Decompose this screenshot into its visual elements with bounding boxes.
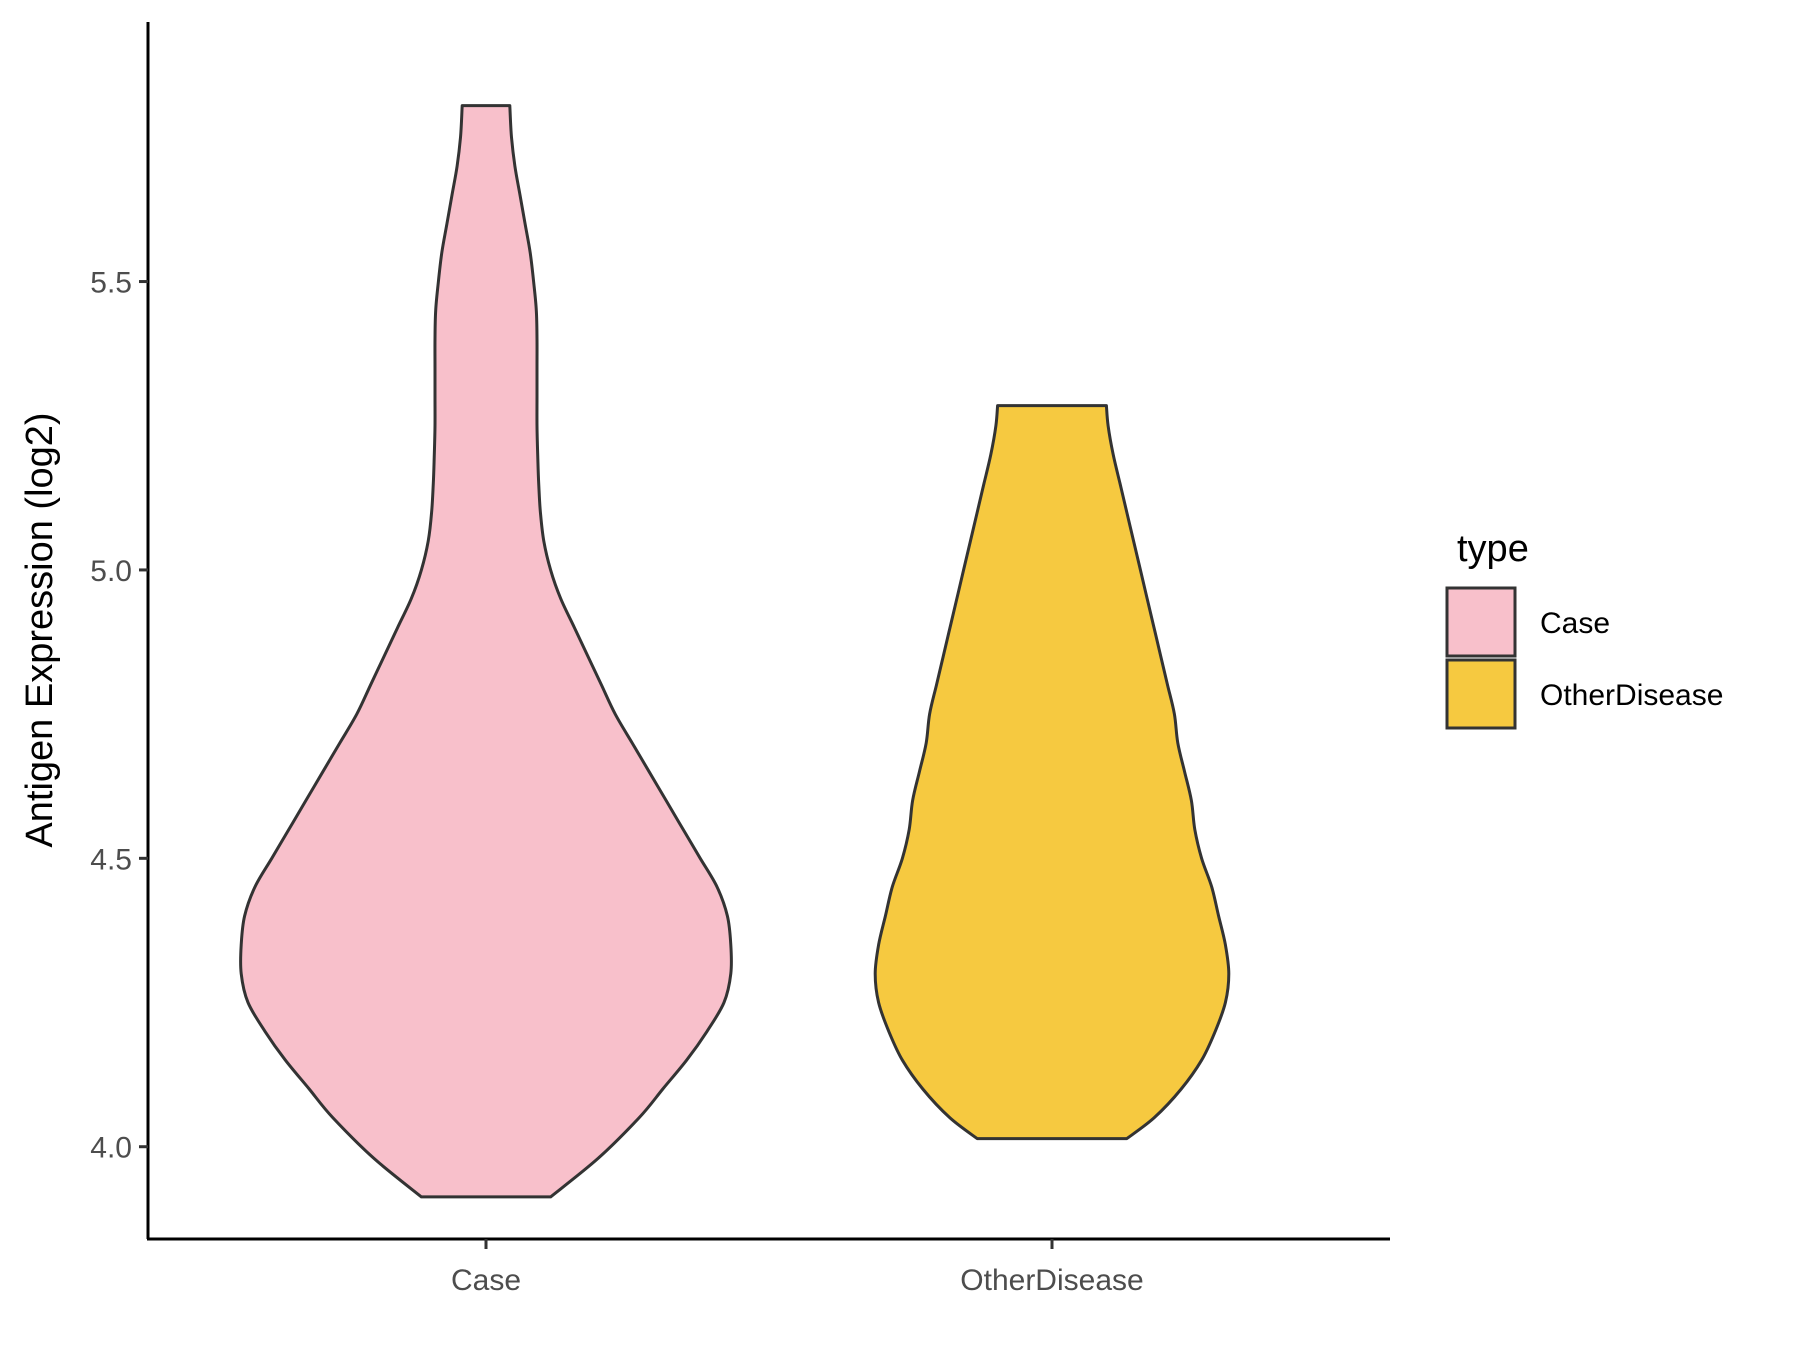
violin-case [239, 104, 733, 1199]
y-tick-label: 4.0 [90, 1132, 132, 1165]
legend-key-case [1445, 586, 1517, 658]
legend-title: type [1457, 528, 1529, 570]
y-tick-label: 4.5 [90, 843, 132, 876]
plot-area [239, 104, 1231, 1199]
legend-key-otherdisease [1445, 658, 1517, 730]
y-axis-title: Antigen Expression (log2) [19, 412, 61, 847]
x-ticks: Case OtherDisease [451, 1239, 1144, 1297]
x-tick-label: Case [451, 1264, 521, 1297]
legend-label: Case [1540, 607, 1610, 640]
legend-label: OtherDisease [1540, 679, 1723, 712]
legend: type Case OtherDisease [1445, 528, 1723, 730]
axes [146, 22, 1390, 1241]
violin-otherdisease [873, 404, 1231, 1141]
x-tick-label: OtherDisease [960, 1264, 1143, 1297]
y-tick-label: 5.0 [90, 555, 132, 588]
y-tick-label: 5.5 [90, 267, 132, 300]
y-ticks: 4.0 4.5 5.0 5.5 [90, 267, 148, 1165]
